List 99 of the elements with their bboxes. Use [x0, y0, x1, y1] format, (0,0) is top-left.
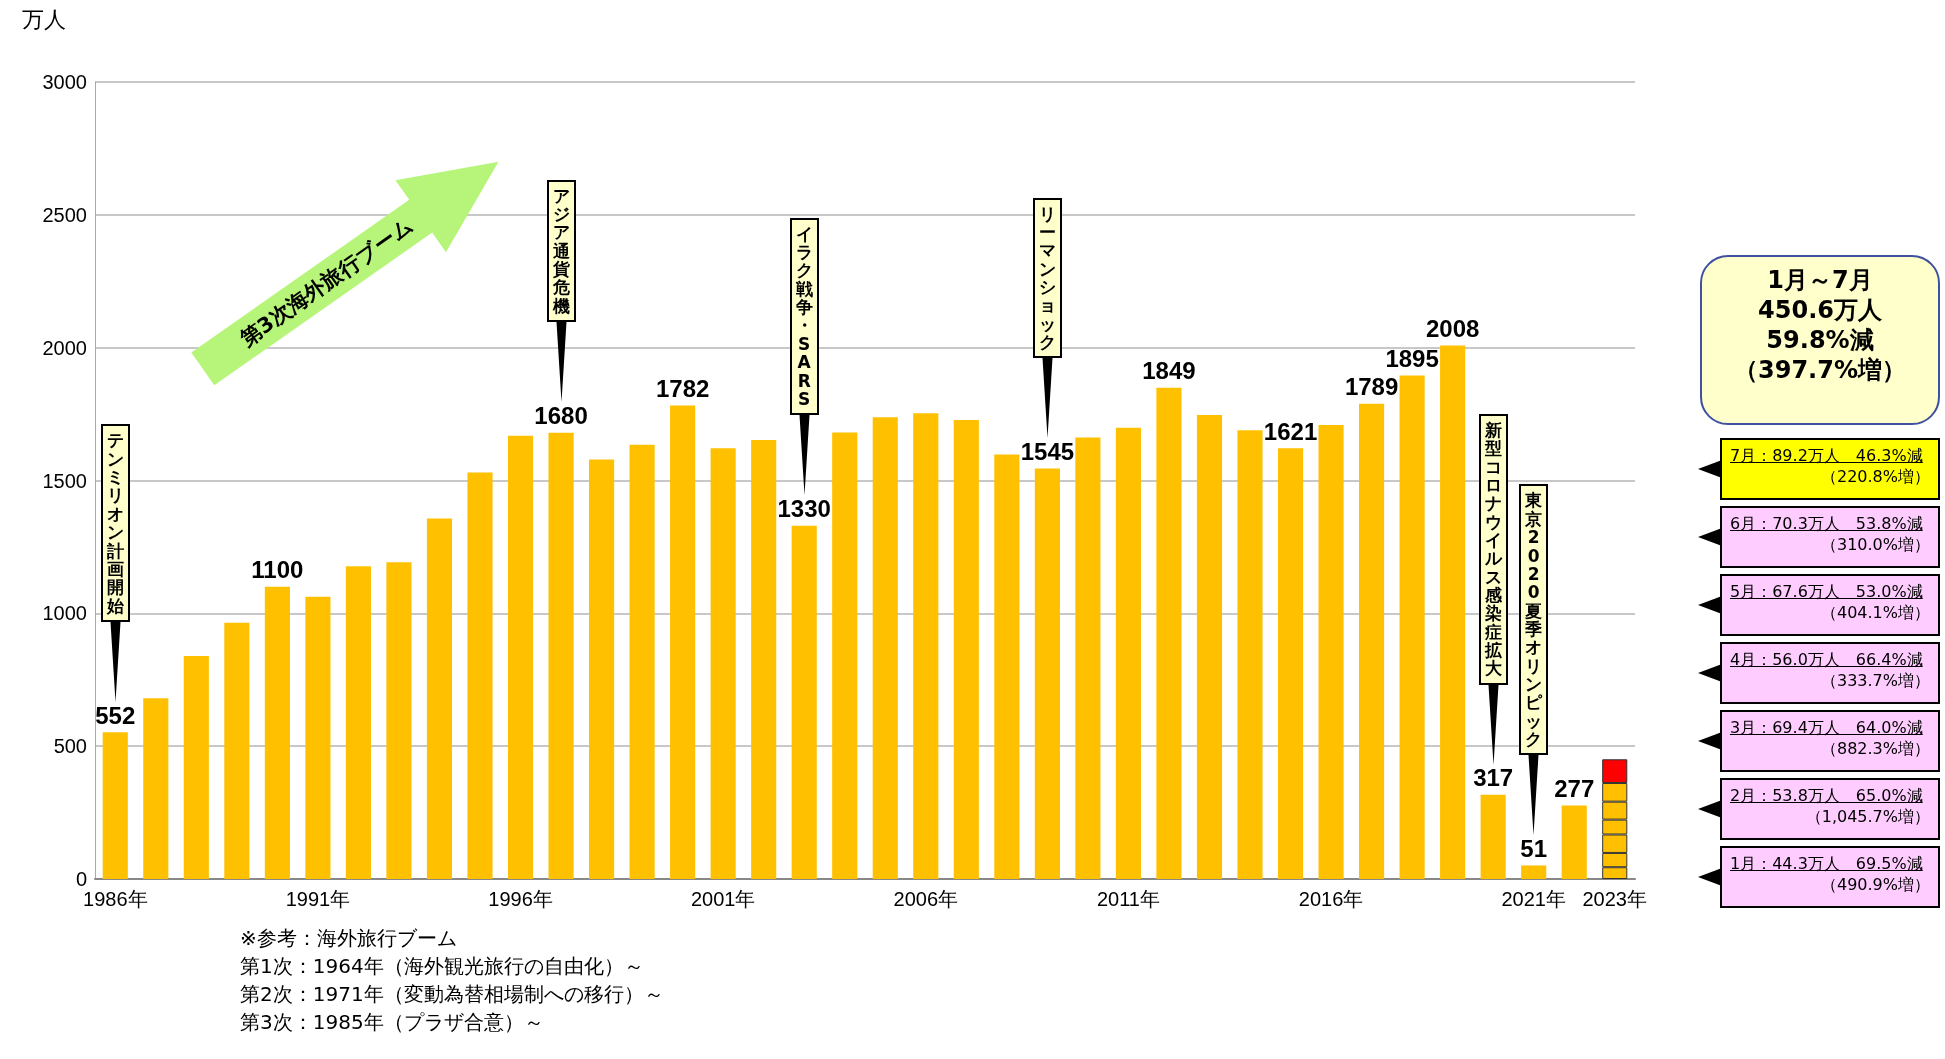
bar — [507, 435, 534, 879]
bar — [224, 622, 250, 879]
bar — [589, 459, 615, 879]
bar — [426, 518, 453, 879]
x-tick-label: 2021年 — [1501, 888, 1566, 910]
text: （220.8%増） — [1820, 467, 1930, 488]
text: 第2次：1971年（変動為替相場制への移行）～ — [240, 981, 664, 1008]
y-axis-title: 万人 — [22, 6, 66, 32]
bar — [467, 472, 493, 879]
text: （1,045.7%増） — [1804, 807, 1930, 828]
bar — [548, 432, 574, 879]
bar — [1115, 427, 1141, 879]
x-tick-label: 1996年 — [488, 888, 553, 910]
y-tick-label: 2000 — [42, 336, 87, 359]
text: ※参考：海外旅行ブーム — [240, 925, 458, 952]
x-tick-label: 2001年 — [690, 888, 756, 910]
text: （490.9%増） — [1820, 875, 1930, 896]
text: 7月：89.2万人 46.3%減 — [1730, 446, 1924, 467]
text: 450.6万人 — [1757, 295, 1883, 325]
callout: 東京2020夏季オリンピック — [1519, 484, 1549, 836]
data-label: 1789 — [1344, 373, 1399, 401]
bar — [1359, 403, 1385, 879]
data-label: 1680 — [534, 402, 588, 430]
text: 6月：70.3万人 53.8%減 — [1730, 514, 1924, 535]
annotation: 第3次海外旅行ブーム — [234, 212, 419, 353]
annotation: リーマンショック — [1037, 203, 1057, 353]
bar — [1156, 387, 1182, 879]
data-label: 51 — [1520, 834, 1548, 862]
bar — [143, 698, 169, 879]
y-tick-label: 1000 — [42, 602, 87, 625]
text: 1月～7月 — [1766, 265, 1874, 295]
bar — [832, 432, 858, 879]
data-label: 277 — [1554, 774, 1595, 802]
text: 1月：44.3万人 69.5%減 — [1730, 854, 1924, 875]
bar — [1277, 448, 1304, 879]
text: 第1次：1964年（海外観光旅行の自由化）～ — [240, 953, 645, 980]
x-tick-label: 2006年 — [893, 888, 959, 910]
bar — [305, 596, 331, 879]
data-label: 1330 — [777, 495, 831, 523]
callout: アジア通貨危機 — [546, 179, 576, 403]
x-tick-label: 1991年 — [285, 888, 351, 910]
bar — [751, 440, 777, 879]
y-tick-label: 3000 — [42, 71, 87, 93]
bar — [872, 417, 898, 879]
data-label: 1895 — [1385, 345, 1439, 373]
text: 4月：56.0万人 66.4%減 — [1730, 650, 1924, 671]
bar — [1399, 375, 1425, 879]
text: 第3次：1985年（プラザ合意）～ — [240, 1009, 545, 1036]
bar — [386, 562, 412, 879]
bar — [264, 586, 290, 879]
callout: イラク戦争・SARS — [789, 217, 819, 496]
y-tick-label: 0 — [75, 868, 87, 890]
x-tick-label: 1986年 — [83, 888, 148, 910]
bar — [1480, 794, 1506, 879]
bar — [345, 566, 371, 879]
text: （333.7%増） — [1820, 671, 1930, 692]
data-label: 1100 — [251, 556, 304, 584]
bar — [1440, 345, 1466, 879]
bar — [1318, 424, 1344, 879]
callout: テンミリオン計画開始 — [100, 424, 130, 702]
bar — [953, 419, 979, 879]
text: 2月：53.8万人 65.0%減 — [1730, 786, 1924, 807]
bar — [629, 444, 655, 879]
text: （882.3%増） — [1820, 739, 1930, 760]
y-tick-label: 500 — [53, 735, 87, 758]
x-tick-label: 2016年 — [1298, 888, 1364, 910]
data-label: 1782 — [655, 375, 710, 403]
data-label: 1545 — [1020, 438, 1075, 466]
bar — [1034, 468, 1060, 879]
data-label: 317 — [1473, 764, 1514, 792]
bar — [710, 448, 736, 879]
text: 5月：67.6万人 53.0%減 — [1730, 582, 1924, 603]
text: 59.8%減 — [1765, 325, 1875, 355]
data-label: 1621 — [1263, 417, 1318, 445]
bar — [994, 454, 1020, 879]
bar — [1075, 437, 1101, 879]
bar — [183, 656, 209, 879]
annotation: アジア通貨危機 — [551, 185, 571, 316]
bar — [1521, 865, 1547, 879]
callout: 新型コロナウイルス感染症拡大 — [1478, 413, 1508, 765]
bar — [1237, 430, 1263, 879]
text: （397.7%増） — [1733, 355, 1907, 385]
data-label: 2008 — [1425, 315, 1480, 343]
text: （404.1%増） — [1820, 603, 1930, 624]
bar — [670, 405, 696, 879]
data-label: 552 — [95, 701, 136, 729]
y-tick-label: 1500 — [42, 469, 87, 492]
bar — [1196, 414, 1223, 879]
data-label: 1849 — [1142, 357, 1196, 385]
text: （310.0%増） — [1820, 535, 1930, 556]
bar — [1561, 805, 1587, 879]
callout: リーマンショック — [1032, 197, 1062, 439]
text: 3月：69.4万人 64.0%減 — [1730, 718, 1924, 739]
bar — [102, 732, 128, 879]
x-tick-label: 2023年 — [1582, 888, 1647, 910]
x-tick-label: 2011年 — [1096, 888, 1160, 910]
y-tick-label: 2500 — [42, 203, 87, 226]
bar — [913, 413, 939, 879]
bar — [791, 525, 817, 879]
